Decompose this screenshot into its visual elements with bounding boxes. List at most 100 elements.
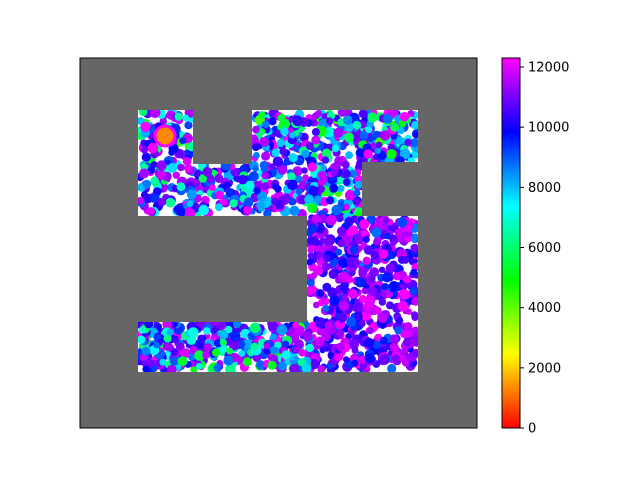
scatter-point <box>359 219 370 230</box>
scatter-point <box>157 197 167 207</box>
scatter-point <box>337 184 345 193</box>
scatter-point <box>362 235 370 244</box>
scatter-point <box>174 112 183 121</box>
scatter-point <box>386 149 397 160</box>
scatter-point <box>214 173 224 183</box>
scatter-point <box>368 286 378 296</box>
scatter-point <box>322 282 332 292</box>
scatter-point <box>321 148 332 159</box>
scatter-point <box>253 187 261 195</box>
scatter-point <box>378 266 386 273</box>
scatter-point <box>363 300 374 311</box>
scatter-point <box>358 355 367 365</box>
scatter-point <box>352 197 361 206</box>
scatter-point <box>242 339 253 349</box>
scatter-point <box>292 166 303 177</box>
scatter-point <box>159 117 168 125</box>
scatter-point <box>390 239 397 246</box>
scatter-point <box>294 175 303 184</box>
scatter-point <box>311 214 321 224</box>
scatter-point <box>279 147 288 156</box>
scatter-point <box>179 348 190 359</box>
scatter-point <box>170 320 178 328</box>
scatter-point <box>399 148 411 160</box>
scatter-point <box>230 342 239 351</box>
scatter-point <box>168 143 179 154</box>
scatter-point <box>162 341 172 351</box>
scatter-point <box>358 110 368 118</box>
scatter-point <box>411 150 418 159</box>
colorbar-ticks: 0 2000 4000 6000 8000 10000 12000 <box>520 61 569 437</box>
scatter-point <box>172 171 180 179</box>
scatter-point <box>263 209 272 218</box>
scatter-point <box>219 330 229 340</box>
colorbar-tick-label: 0 <box>528 422 536 437</box>
scatter-point <box>214 339 222 348</box>
scatter-point <box>322 304 330 312</box>
scatter-point <box>211 348 221 357</box>
scatter-point <box>343 203 350 211</box>
scatter-point <box>382 272 392 283</box>
scatter-point <box>410 233 418 244</box>
scatter-point <box>314 195 322 203</box>
scatter-point <box>230 167 240 177</box>
scatter-point <box>170 348 179 356</box>
scatter-point <box>389 342 399 352</box>
scatter-point <box>386 301 394 310</box>
scatter-point <box>319 175 328 184</box>
scatter-point <box>150 176 160 186</box>
scatter-point <box>373 237 382 246</box>
scatter-point <box>335 329 345 338</box>
scatter-point <box>301 167 308 174</box>
scatter-point <box>326 117 334 125</box>
scatter-point <box>363 245 374 255</box>
scatter-point <box>198 204 209 216</box>
scatter-point <box>385 263 395 273</box>
scatter-point <box>378 249 389 259</box>
scatter-point <box>261 151 271 161</box>
scatter-point <box>202 350 211 359</box>
scatter-point <box>343 170 351 179</box>
scatter-point <box>256 201 265 210</box>
scatter-point <box>167 162 178 173</box>
scatter-point <box>343 115 353 125</box>
scatter-point <box>226 347 234 355</box>
scatter-point <box>138 197 145 205</box>
scatter-point <box>411 348 418 358</box>
start-point-marker <box>153 124 177 148</box>
scatter-point <box>411 296 418 306</box>
scatter-point <box>407 110 415 117</box>
scatter-point <box>368 275 376 282</box>
scatter-point <box>354 312 363 321</box>
scatter-point <box>342 178 351 187</box>
scatter-point <box>147 166 155 174</box>
scatter-point <box>182 157 192 166</box>
scatter-point <box>402 275 412 284</box>
scatter-point <box>159 358 167 366</box>
scatter-point <box>197 340 206 349</box>
scatter-point <box>166 328 174 336</box>
scatter-points <box>138 110 418 372</box>
scatter-point <box>352 302 363 313</box>
scatter-point <box>243 205 253 215</box>
scatter-point <box>398 255 406 264</box>
scatter-point <box>187 327 199 338</box>
scatter-point <box>307 246 315 254</box>
scatter-point <box>146 207 156 216</box>
scatter-point <box>352 120 362 130</box>
scatter-point <box>239 164 250 175</box>
scatter-point <box>410 138 418 148</box>
scatter-point <box>184 121 193 130</box>
scatter-point <box>354 276 366 288</box>
scatter-point <box>306 258 314 266</box>
scatter-point <box>267 360 277 370</box>
colorbar-tick-label: 4000 <box>528 301 561 316</box>
scatter-point <box>316 184 325 194</box>
scatter-point <box>311 112 320 120</box>
scatter-point <box>256 191 268 202</box>
scatter-point <box>346 256 358 268</box>
scatter-point <box>366 327 374 335</box>
scatter-point <box>337 239 345 248</box>
scatter-point <box>389 334 399 344</box>
